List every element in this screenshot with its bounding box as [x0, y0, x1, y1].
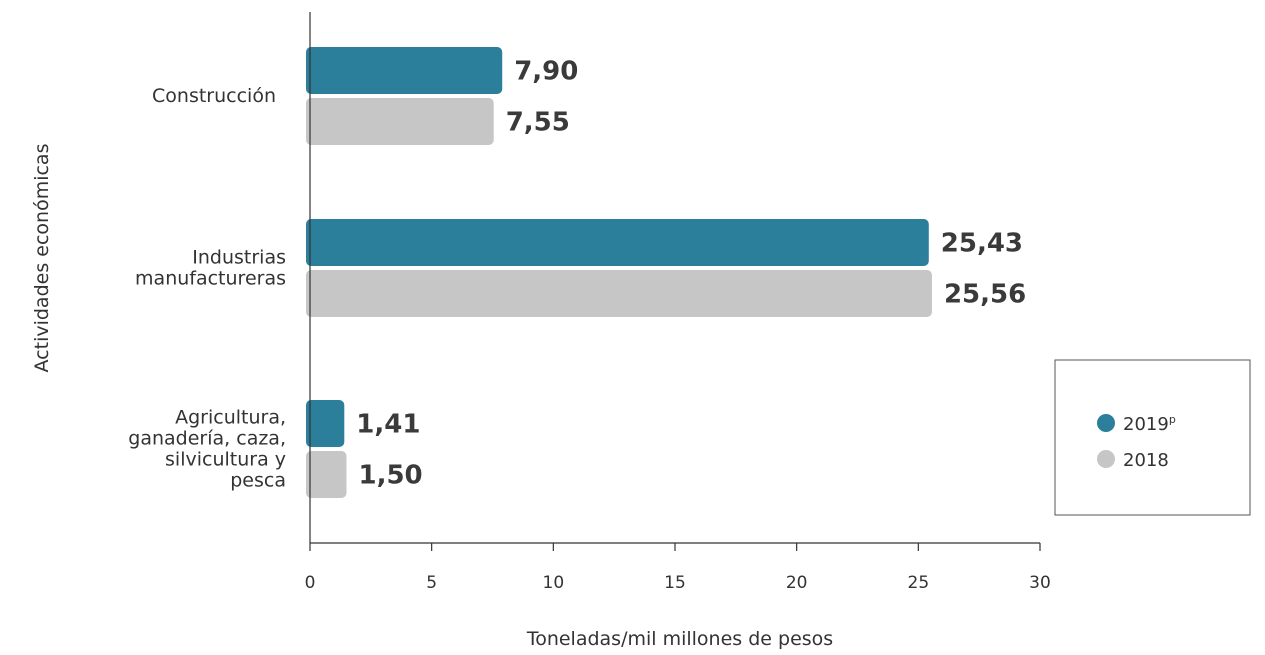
x-tick-label: 5	[426, 573, 437, 593]
x-tick-label: 10	[543, 573, 565, 593]
data-label: 7,90	[514, 57, 578, 87]
bar-2018-0	[306, 98, 494, 145]
bar-2018-2	[306, 451, 347, 498]
category-label: Industrias manufactureras	[135, 247, 286, 290]
category-labels: Construcción Industrias manufactureras Agri…	[128, 85, 286, 492]
bar-2018-1	[306, 270, 932, 317]
bar-2019-2	[306, 400, 345, 447]
x-tick-label: 25	[908, 573, 930, 593]
x-tick-label: 20	[786, 573, 808, 593]
bar-2019-1	[306, 219, 929, 266]
x-tick-label: 30	[1029, 573, 1051, 593]
legend-label-2018: 2018	[1123, 450, 1169, 471]
x-axis-title: Toneladas/mil millones de pesos	[526, 628, 833, 650]
y-axis-title: Actividades económicas	[31, 144, 53, 373]
legend: 2019p 2018	[1054, 359, 1251, 516]
data-label: 7,55	[506, 108, 570, 138]
legend-swatch-2018	[1097, 450, 1115, 468]
bar-2019-0	[306, 47, 503, 94]
legend-label-2019: 2019p	[1123, 413, 1176, 435]
category-label: Agricultura, ganadería, caza, silvicultura…	[128, 407, 286, 492]
bars: 7,90 7,55 25,43 25,56 1,41 1,50	[306, 47, 1026, 498]
x-tick-label: 0	[305, 573, 316, 593]
category-label: Construcción	[152, 85, 276, 107]
data-label: 25,43	[941, 229, 1023, 259]
x-tick-label: 15	[664, 573, 686, 593]
x-axis: 0 5 10 15 20 25 30	[305, 12, 1051, 593]
data-label: 1,50	[359, 461, 423, 491]
legend-swatch-2019	[1097, 414, 1115, 432]
data-label: 1,41	[356, 410, 420, 440]
data-label: 25,56	[944, 280, 1026, 310]
